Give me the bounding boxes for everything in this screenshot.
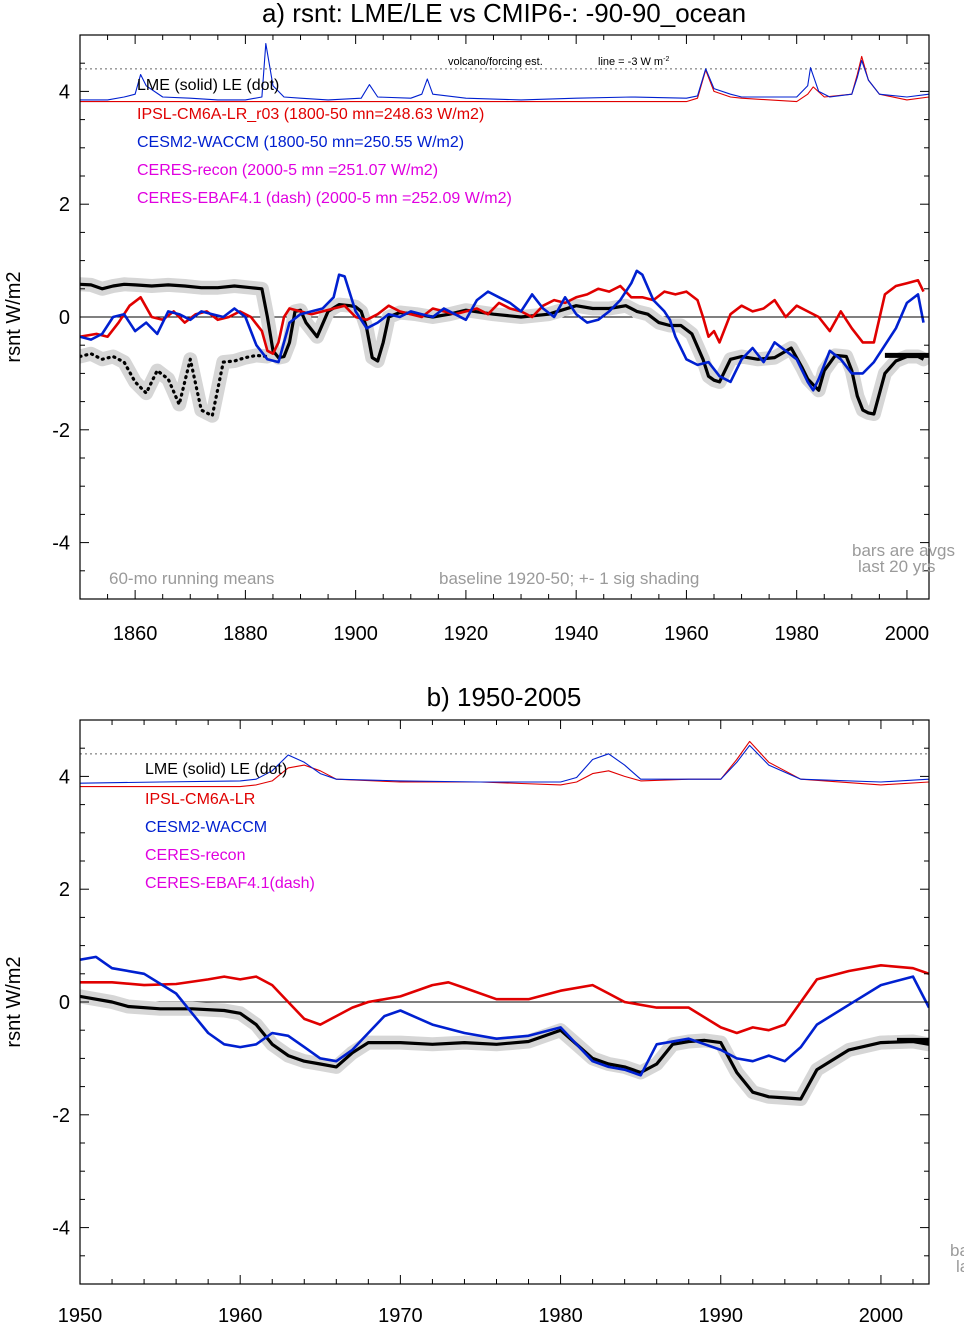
- x-tick-label: 1880: [223, 623, 268, 645]
- x-tick-label: 1980: [774, 623, 819, 645]
- series-cesm2-waccm: [80, 955, 929, 1077]
- y-tick-label: 2: [59, 879, 70, 901]
- legend: LME (solid) LE (dot) IPSL-CM6A-LR_r03 (1…: [137, 77, 512, 207]
- x-tick-label: 1960: [218, 1305, 263, 1325]
- running-mean-note: 60-mo running means: [109, 569, 274, 588]
- forcing-series-ipsl-cm6a-lr: [80, 740, 929, 788]
- legend-entry-cesm2: CESM2-WACCM: [145, 819, 267, 836]
- axes: -4 -2 0 2 4 1860 1880 1900 1920 1940 1960 1980 2000: [52, 34, 930, 645]
- chart-title: b) 1950-2005: [427, 682, 582, 712]
- y-tick-label: 4: [59, 81, 70, 103]
- axes: -4 -2 0 2 4 1950 1960 1970 1980 1990 2000: [52, 719, 929, 1325]
- bars-note-line2: last 20 yrs: [956, 1257, 964, 1276]
- legend-entry-ceres-ebaf: CERES-EBAF4.1 (dash) (2000-5 mn =252.09 …: [137, 190, 512, 207]
- legend-entry-ceres-recon: CERES-recon: [145, 847, 245, 864]
- reference-line-note-exponent: -2: [663, 56, 669, 63]
- plot-area: [80, 740, 929, 1106]
- reference-line-note: line = -3 W m-2: [598, 56, 669, 68]
- series-cesm2-waccm: [80, 269, 925, 392]
- legend-entry-lme-le: LME (solid) LE (dot): [145, 761, 287, 778]
- bars-note-line2: last 20 yrs: [858, 557, 935, 576]
- y-axis-label: rsnt W/m2: [3, 271, 25, 362]
- x-tick-label: 1990: [699, 1305, 744, 1325]
- y-tick-label: 0: [59, 992, 70, 1014]
- y-tick-label: -2: [52, 420, 70, 442]
- x-tick-label: 2000: [859, 1305, 904, 1325]
- legend-entry-ipsl: IPSL-CM6A-LR_r03 (1800-50 mn=248.63 W/m2…: [137, 106, 484, 123]
- y-tick-label: -2: [52, 1105, 70, 1127]
- x-tick-label: 1860: [113, 623, 158, 645]
- x-tick-label: 1950: [58, 1305, 103, 1325]
- legend-entry-cesm2: CESM2-WACCM (1800-50 mn=250.55 W/m2): [137, 134, 464, 151]
- y-tick-label: -4: [52, 533, 70, 555]
- baseline-note: baseline 1920-50; +- 1 sig shading: [439, 569, 699, 588]
- bars-note-line1: bars are avgs: [950, 1241, 964, 1260]
- y-tick-label: 0: [59, 307, 70, 329]
- series-le: [80, 352, 269, 418]
- legend-entry-ipsl: IPSL-CM6A-LR: [145, 791, 255, 808]
- series-ipsl-cm6a-lr: [80, 963, 929, 1035]
- x-tick-label: 2000: [885, 623, 930, 645]
- x-tick-label: 1920: [444, 623, 489, 645]
- series-lme: [80, 282, 925, 416]
- legend: LME (solid) LE (dot) IPSL-CM6A-LR CESM2-…: [145, 761, 315, 892]
- bars-note-line1: bars are avgs: [852, 541, 955, 560]
- series-lme: [80, 994, 929, 1101]
- forcing-series-cesm2-waccm: [80, 744, 929, 784]
- shading-band-le: [80, 346, 275, 423]
- y-tick-label: 4: [59, 766, 70, 788]
- forcing-series-cesm2-waccm: [80, 42, 929, 101]
- y-axis-label: rsnt W/m2: [3, 956, 25, 1047]
- panel-b: b) 1950-2005 rsnt W/m2 -4 -2 0 2 4 1950 1960 19…: [3, 682, 964, 1325]
- series-ipsl-cm6a-lr-r03: [80, 278, 925, 356]
- panel-a: a) rsnt: LME/LE vs CMIP6-: -90-90_ocean …: [3, 0, 955, 645]
- y-tick-label: -4: [52, 1218, 70, 1240]
- volcano-note: volcano/forcing est.: [448, 56, 543, 68]
- plot-area: [80, 42, 929, 423]
- x-tick-label: 1940: [554, 623, 599, 645]
- x-tick-label: 1980: [538, 1305, 583, 1325]
- x-tick-label: 1960: [664, 623, 709, 645]
- legend-entry-lme-le: LME (solid) LE (dot): [137, 77, 279, 94]
- x-tick-label: 1900: [333, 623, 378, 645]
- y-tick-label: 2: [59, 194, 70, 216]
- chart-title: a) rsnt: LME/LE vs CMIP6-: -90-90_ocean: [262, 0, 746, 28]
- legend-entry-ceres-recon: CERES-recon (2000-5 mn =251.07 W/m2): [137, 162, 438, 179]
- x-tick-label: 1970: [378, 1305, 423, 1325]
- legend-entry-ceres-ebaf: CERES-EBAF4.1(dash): [145, 875, 315, 892]
